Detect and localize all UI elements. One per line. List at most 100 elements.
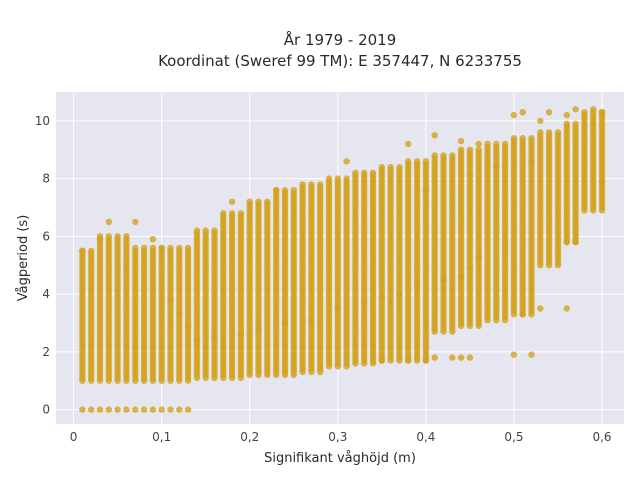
data-point	[554, 129, 562, 136]
x-axis-ticks: 0 0,1 0,2 0,3 0,4 0,5 0,6	[70, 430, 612, 444]
data-point	[378, 357, 385, 364]
data-point	[563, 305, 570, 312]
data-point	[264, 198, 271, 205]
chart-subtitle: Koordinat (Sweref 99 TM): E 357447, N 62…	[158, 52, 522, 70]
data-point	[572, 238, 579, 246]
data-point	[334, 175, 341, 182]
data-point	[361, 299, 368, 306]
data-point	[114, 406, 121, 413]
data-point	[493, 163, 500, 171]
data-point	[96, 236, 104, 243]
data-point	[308, 181, 315, 188]
data-point	[255, 198, 262, 205]
data-point	[88, 247, 95, 254]
data-point	[273, 187, 280, 194]
data-point	[184, 244, 192, 252]
data-point	[598, 178, 606, 185]
data-point	[528, 158, 535, 165]
x-tick-label: 0	[70, 430, 78, 444]
data-point	[79, 406, 86, 413]
x-axis-title: Signifikant våghöjd (m)	[264, 451, 416, 466]
x-tick-label: 0,4	[416, 430, 435, 444]
data-point	[193, 337, 201, 344]
data-point	[325, 175, 333, 182]
data-point	[123, 406, 130, 413]
y-tick-label: 6	[42, 229, 50, 243]
data-point	[211, 334, 218, 341]
data-point	[79, 247, 86, 254]
data-point	[149, 406, 157, 413]
data-point	[96, 406, 104, 413]
data-point	[545, 109, 553, 116]
data-point	[361, 169, 368, 176]
data-point	[510, 135, 518, 142]
data-point	[563, 120, 570, 128]
data-point	[193, 227, 201, 234]
data-point	[563, 111, 570, 119]
data-point	[149, 236, 157, 243]
data-point	[545, 129, 553, 136]
data-points	[79, 106, 606, 413]
y-tick-label: 0	[42, 403, 50, 417]
data-point	[184, 322, 192, 329]
data-point	[105, 406, 113, 413]
data-point	[484, 140, 491, 148]
data-point	[184, 406, 192, 413]
x-tick-label: 0,1	[152, 430, 171, 444]
y-axis-title: Vågperiod (s)	[16, 215, 31, 302]
chart-title: År 1979 - 2019	[284, 30, 397, 49]
data-point	[132, 244, 139, 252]
data-point	[431, 132, 438, 139]
data-point	[211, 227, 218, 234]
data-point	[237, 331, 245, 338]
y-tick-label: 8	[42, 172, 50, 186]
data-point	[413, 158, 421, 165]
data-point	[149, 244, 157, 252]
data-point	[378, 293, 385, 301]
data-point	[105, 218, 113, 226]
data-point	[598, 109, 606, 116]
data-point	[466, 146, 474, 153]
data-point	[246, 198, 253, 205]
data-point	[369, 169, 377, 176]
y-axis-ticks: 0 2 4 6 8 10	[35, 114, 50, 417]
data-point	[167, 244, 174, 252]
data-point	[466, 172, 474, 179]
data-point	[123, 233, 130, 240]
data-point	[501, 244, 509, 252]
data-point	[228, 198, 236, 205]
x-tick-label: 0,6	[592, 430, 611, 444]
data-point	[572, 106, 579, 113]
data-point	[396, 163, 403, 171]
data-point	[422, 158, 430, 165]
data-point	[255, 325, 262, 332]
data-point	[158, 244, 165, 252]
data-point	[528, 135, 535, 142]
data-point	[519, 109, 526, 116]
y-tick-label: 2	[42, 345, 50, 359]
data-point	[140, 244, 148, 252]
data-point	[405, 140, 412, 148]
data-point	[475, 253, 482, 260]
data-point	[431, 354, 438, 361]
x-tick-label: 0,3	[328, 430, 347, 444]
data-point	[378, 163, 385, 171]
data-point	[334, 305, 341, 312]
data-point	[457, 137, 465, 145]
data-point	[475, 146, 482, 153]
data-point	[590, 106, 597, 113]
data-point	[466, 264, 474, 272]
data-point	[140, 406, 148, 413]
data-point	[537, 129, 544, 136]
data-point	[510, 111, 518, 119]
y-tick-label: 4	[42, 287, 50, 301]
data-point	[237, 210, 245, 217]
data-point	[519, 311, 526, 318]
data-point	[343, 158, 350, 165]
data-point	[176, 244, 183, 252]
data-point	[563, 238, 570, 246]
data-point	[290, 187, 297, 194]
data-point	[158, 406, 165, 413]
data-point	[387, 163, 394, 171]
